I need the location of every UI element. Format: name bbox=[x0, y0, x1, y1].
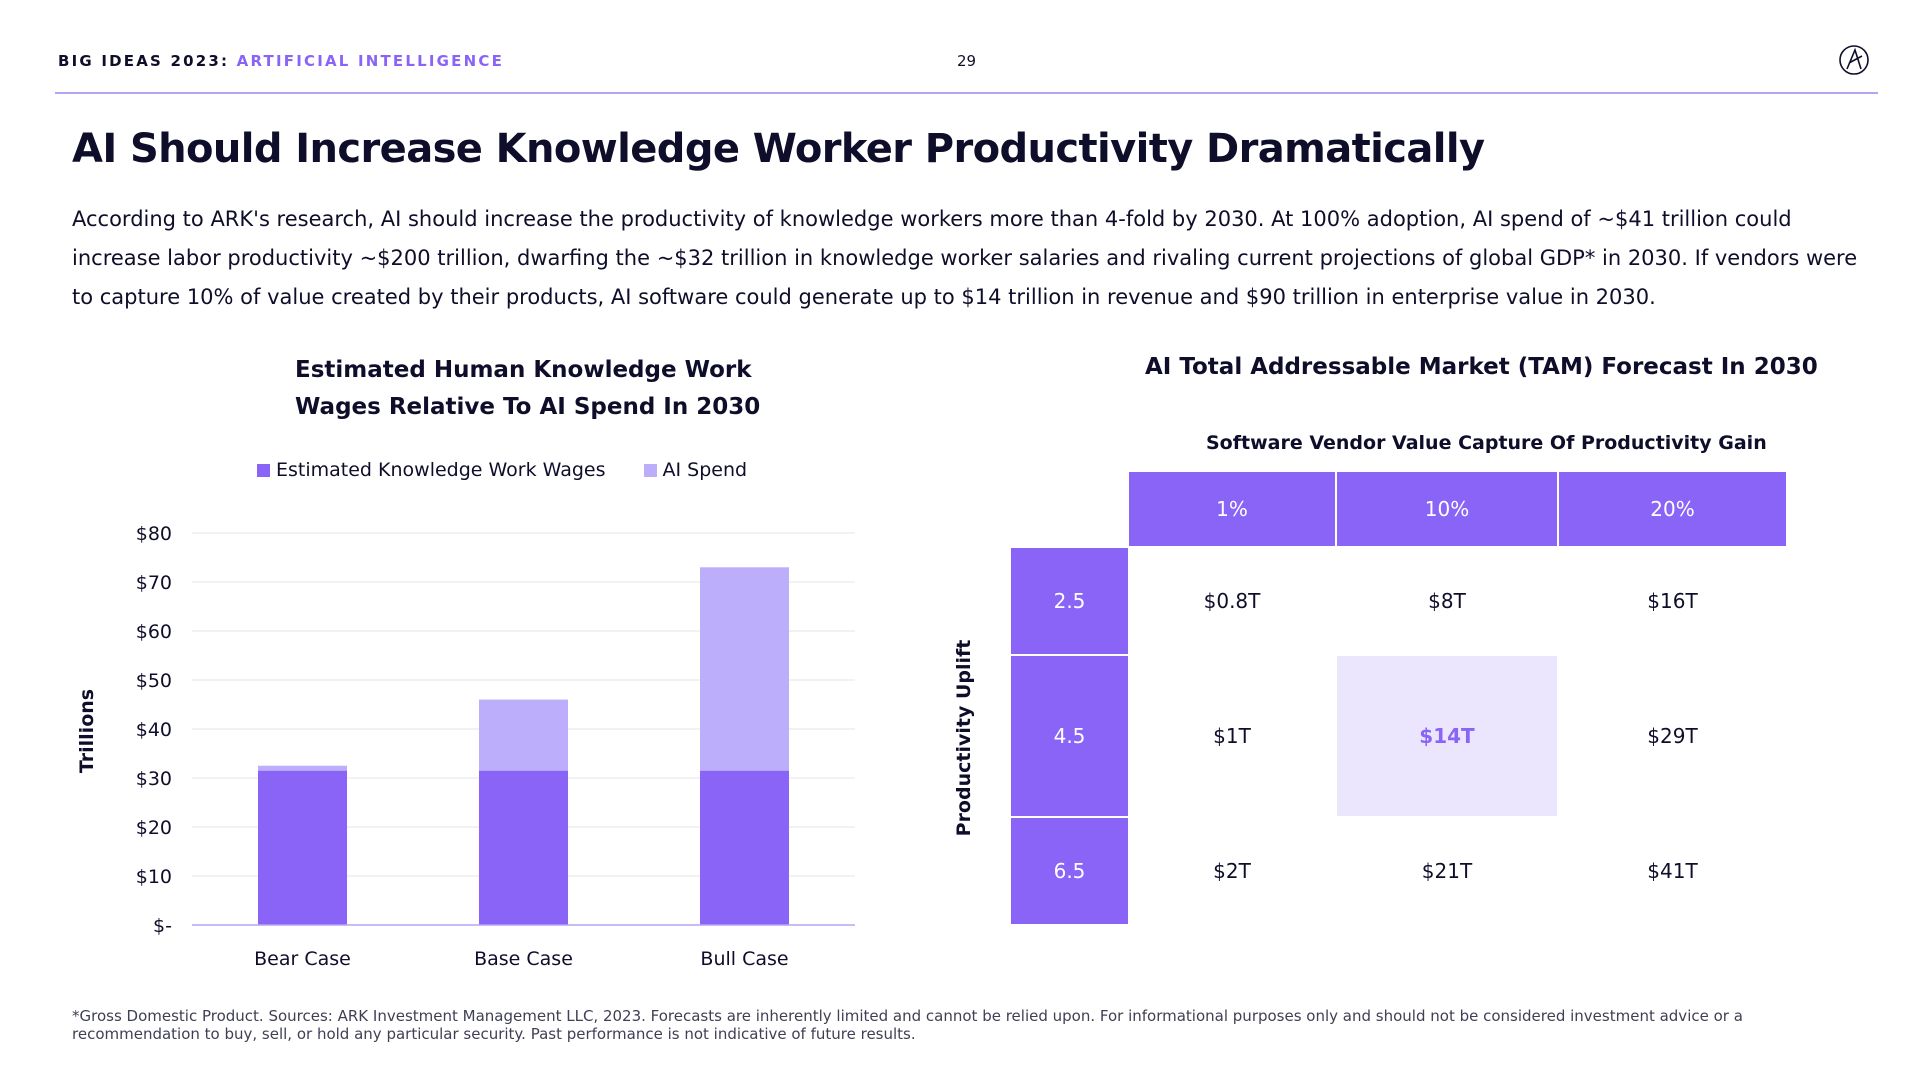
tam-row-header-2-5: 2.5 bbox=[1011, 548, 1128, 654]
bar-segment bbox=[700, 770, 789, 925]
tam-row-header-4-5: 4.5 bbox=[1011, 656, 1128, 816]
bar-chart-title: Estimated Human Knowledge Work Wages Rel… bbox=[295, 357, 761, 420]
legend-label-wages: Estimated Knowledge Work Wages bbox=[276, 459, 606, 481]
bar-segment bbox=[479, 699, 568, 771]
stacked-bar-chart: $- $10 $20 $30 $40 $50 $60 $70 $80 Trillions Bear … bbox=[76, 523, 855, 970]
tam-cell: $16T bbox=[1647, 589, 1698, 613]
legend-label-ai-spend: AI Spend bbox=[662, 459, 748, 481]
x-tick-label: Bear Case bbox=[254, 948, 351, 970]
header-divider bbox=[55, 92, 1878, 94]
bar-segment bbox=[258, 765, 347, 771]
y-tick-label: $- bbox=[153, 915, 172, 937]
tam-cell: $21T bbox=[1421, 859, 1473, 883]
tam-cell: $8T bbox=[1428, 589, 1466, 613]
bar-segment bbox=[700, 567, 789, 771]
legend-item-wages: Estimated Knowledge Work Wages bbox=[257, 459, 606, 481]
intro-paragraph: According to ARK's research, AI should i… bbox=[72, 207, 1858, 309]
header-section-label: BIG IDEAS 2023: ARTIFICIAL INTELLIGENCE bbox=[58, 52, 504, 70]
legend-item-ai-spend: AI Spend bbox=[643, 459, 748, 481]
legend-swatch-wages bbox=[257, 463, 270, 477]
bar-segment bbox=[258, 770, 347, 925]
tam-cell-highlighted: $14T bbox=[1337, 656, 1557, 816]
page-title: AI Should Increase Knowledge Worker Prod… bbox=[72, 126, 1485, 172]
footnote: *Gross Domestic Product. Sources: ARK In… bbox=[72, 1007, 1743, 1043]
tam-col-header-20pct: 20% bbox=[1559, 472, 1786, 546]
ark-logo-icon bbox=[1839, 45, 1869, 75]
tam-column-group-label: Software Vendor Value Capture Of Product… bbox=[1206, 432, 1767, 454]
bar-segment bbox=[479, 770, 568, 925]
tam-row-header-6-5: 6.5 bbox=[1011, 818, 1128, 924]
tam-col-header-10pct: 10% bbox=[1337, 472, 1557, 546]
tam-col-header-1pct: 1% bbox=[1129, 472, 1335, 546]
tam-cell: $41T bbox=[1647, 859, 1698, 883]
y-axis-label: Trillions bbox=[76, 689, 98, 773]
tam-table-title: AI Total Addressable Market (TAM) Foreca… bbox=[1145, 354, 1818, 380]
page-number: 29 bbox=[957, 52, 977, 70]
legend-swatch-ai-spend bbox=[643, 463, 657, 477]
x-tick-label: Bull Case bbox=[700, 948, 788, 970]
y-tick-label: $80 bbox=[136, 523, 172, 545]
tam-cell: $0.8T bbox=[1203, 589, 1261, 613]
y-tick-label: $10 bbox=[136, 866, 172, 888]
x-tick-label: Base Case bbox=[474, 948, 573, 970]
tam-cell: $2T bbox=[1213, 859, 1251, 883]
y-tick-label: $40 bbox=[136, 719, 172, 741]
tam-row-group-label: Productivity Uplift bbox=[953, 639, 975, 837]
tam-cell: $1T bbox=[1213, 724, 1251, 748]
header-prefix: BIG IDEAS 2023: bbox=[58, 52, 230, 70]
tam-cell: $29T bbox=[1647, 724, 1698, 748]
bar-chart-legend: Estimated Knowledge Work Wages AI Spend bbox=[257, 459, 747, 481]
header-section: ARTIFICIAL INTELLIGENCE bbox=[236, 52, 505, 70]
y-tick-label: $60 bbox=[136, 621, 172, 643]
y-tick-label: $20 bbox=[136, 817, 172, 839]
y-tick-label: $70 bbox=[136, 572, 172, 594]
y-tick-label: $50 bbox=[136, 670, 172, 692]
y-tick-label: $30 bbox=[136, 768, 172, 790]
